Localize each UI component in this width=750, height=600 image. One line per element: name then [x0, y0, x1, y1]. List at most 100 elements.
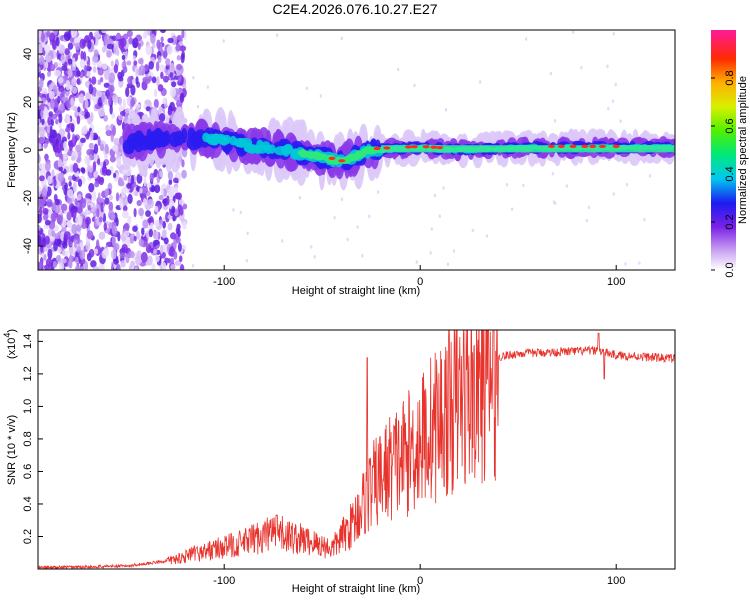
noise-speck	[45, 55, 52, 63]
noise-speck	[172, 177, 179, 184]
y-tick-label: 20	[22, 96, 34, 108]
noise-speck	[122, 200, 127, 207]
colorbar-tick-label: 0.8	[724, 70, 736, 85]
noise-speck	[103, 222, 108, 231]
noise-speck	[44, 219, 51, 226]
noise-speck	[361, 253, 364, 258]
noise-speck	[105, 169, 112, 176]
noise-speck	[112, 125, 116, 136]
noise-speck	[397, 67, 400, 72]
noise-speck	[50, 212, 58, 222]
noise-speck	[47, 175, 53, 185]
colorbar-tick-label: 0.0	[724, 262, 736, 277]
signal-cell	[133, 130, 145, 146]
noise-speck	[144, 99, 152, 106]
noise-speck	[171, 205, 176, 214]
noise-speck	[246, 231, 249, 236]
signal-peak	[383, 146, 391, 150]
y-tick-label: 1.0	[22, 399, 34, 414]
noise-speck	[179, 264, 185, 270]
noise-speck	[142, 198, 147, 207]
noise-speck	[446, 262, 450, 267]
noise-speck	[177, 242, 182, 252]
noise-speck	[54, 198, 60, 206]
noise-speck	[136, 231, 141, 240]
spectrogram-x-ticks: -100 0 100	[213, 265, 625, 288]
noise-speck	[87, 39, 92, 50]
noise-speck	[452, 249, 456, 253]
noise-speck	[116, 263, 121, 270]
noise-speck	[90, 111, 94, 123]
noise-speck	[64, 127, 71, 133]
x-tick-label: -100	[213, 575, 235, 587]
noise-speck	[57, 77, 64, 84]
spectrogram-y-label: Frequency (Hz)	[6, 112, 18, 188]
noise-speck	[108, 72, 116, 84]
noise-speck	[46, 71, 52, 78]
noise-speck	[96, 90, 103, 97]
noise-speck	[97, 158, 101, 166]
noise-speck	[86, 230, 94, 240]
noise-speck	[139, 57, 144, 66]
noise-speck	[58, 166, 63, 172]
spectrogram-heatmap	[38, 30, 675, 270]
noise-speck	[125, 87, 130, 98]
noise-speck	[119, 198, 123, 209]
noise-speck	[42, 207, 49, 215]
noise-speck	[67, 132, 71, 140]
noise-speck	[442, 186, 445, 190]
y-tick-label: 0.8	[22, 431, 34, 446]
noise-speck	[119, 115, 123, 121]
noise-speck	[109, 104, 113, 115]
noise-speck	[153, 88, 158, 98]
noise-speck	[60, 203, 68, 212]
noise-speck	[485, 234, 489, 238]
noise-speck	[177, 75, 182, 83]
snr-panel: -100 0 100 0.2 0.4 0.6 0.8 1.0 1.2 1.4 Height of…	[2, 329, 676, 595]
noise-speck	[110, 60, 114, 67]
signal-cell	[264, 144, 272, 155]
signal-cell	[282, 147, 291, 157]
noise-speck	[93, 143, 99, 155]
noise-speck	[587, 205, 591, 210]
noise-speck	[147, 198, 154, 209]
signal-peak	[422, 145, 430, 149]
noise-speck	[87, 204, 91, 211]
noise-speck	[99, 143, 105, 152]
noise-speck	[102, 212, 107, 224]
noise-speck	[346, 237, 349, 242]
noise-speck	[430, 227, 434, 231]
noise-speck	[102, 165, 106, 173]
noise-speck	[165, 58, 171, 66]
noise-speck	[72, 162, 79, 173]
noise-speck	[82, 51, 87, 62]
noise-speck	[158, 219, 164, 225]
noise-speck	[505, 182, 509, 187]
noise-speck	[66, 211, 72, 221]
noise-speck	[59, 262, 65, 270]
noise-speck	[66, 197, 73, 205]
noise-speck	[376, 190, 380, 194]
noise-speck	[125, 253, 130, 264]
y-tick-label: 40	[22, 48, 34, 60]
noise-speck	[79, 266, 85, 270]
noise-speck	[151, 185, 155, 193]
noise-speck	[109, 155, 116, 163]
noise-speck	[167, 170, 173, 181]
signal-cell	[233, 137, 247, 148]
noise-speck	[86, 59, 91, 68]
noise-speck	[109, 86, 113, 98]
noise-speck	[44, 264, 50, 270]
noise-speck	[61, 65, 68, 72]
noise-speck	[145, 45, 153, 56]
noise-speck	[619, 119, 622, 123]
noise-speck	[175, 192, 183, 200]
signal-peak	[581, 144, 589, 148]
signal-cell	[363, 146, 374, 153]
noise-speck	[84, 155, 91, 165]
noise-speck	[93, 170, 99, 178]
noise-speck	[44, 138, 50, 145]
noise-speck	[51, 169, 55, 178]
noise-speck	[130, 174, 135, 185]
noise-speck	[76, 115, 81, 125]
